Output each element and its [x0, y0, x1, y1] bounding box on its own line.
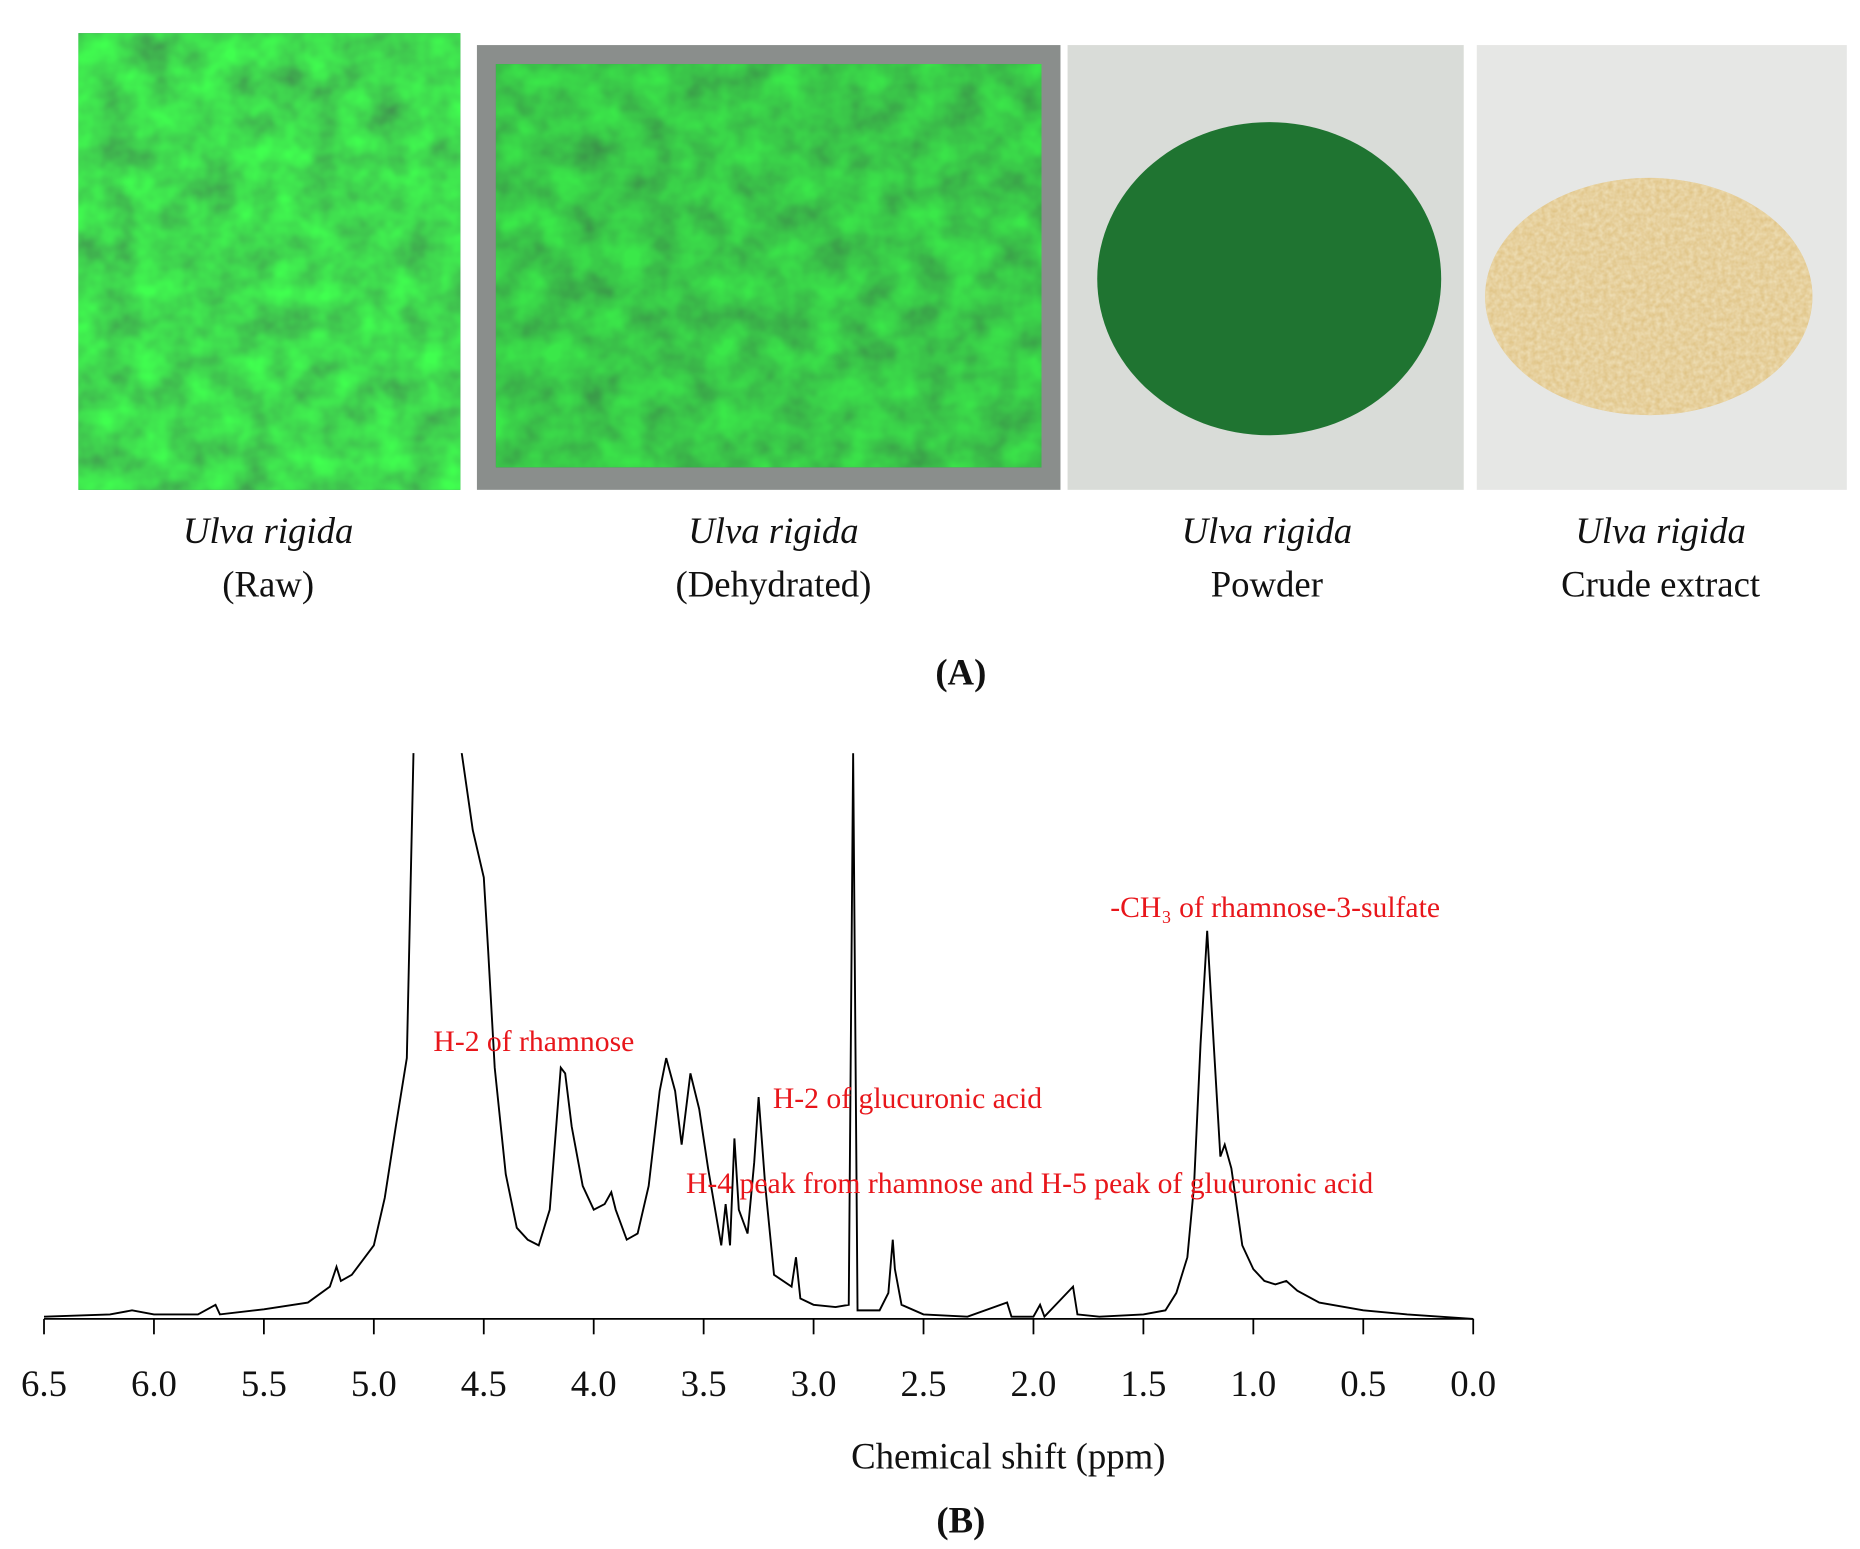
x-tick-label: 3.0: [791, 1363, 837, 1404]
x-tick-label: 0.5: [1340, 1363, 1386, 1404]
x-tick-label: 2.0: [1010, 1363, 1056, 1404]
photos: [78, 33, 1847, 490]
caption-form: (Raw): [222, 564, 314, 605]
x-tick-label: 4.5: [461, 1363, 507, 1404]
x-tick-label: 5.5: [241, 1363, 287, 1404]
photo-dehydrated-texture: [495, 64, 1042, 468]
caption-form: Crude extract: [1561, 564, 1760, 605]
x-tick-label: 1.0: [1230, 1363, 1276, 1404]
x-tick-label: 6.5: [21, 1363, 67, 1404]
photo-powder-pile: [1097, 122, 1442, 436]
annotation: H-4 peak from rhamnose and H-5 peak of g…: [686, 1168, 1373, 1200]
annotation: -CH₃ of rhamnose-3-sulfate: [1110, 892, 1440, 924]
x-tick-label: 1.5: [1120, 1363, 1166, 1404]
panel-label: (A): [935, 651, 986, 692]
caption-form: Powder: [1211, 564, 1323, 605]
plot: 6.5 6.0 5.5 5.0 4.5 4.0 3.5 3.0 2.5 2.0 1.5 1.0 0.5 0…: [21, 753, 1496, 1404]
caption-species: Ulva rigida: [688, 510, 858, 551]
caption-species: Ulva rigida: [1575, 510, 1745, 551]
x-tick-label: 0.0: [1450, 1363, 1496, 1404]
panel-label: (B): [936, 1499, 985, 1540]
captions: Ulva rigida (Raw) Ulva rigida (Dehydrated) U…: [183, 510, 1760, 604]
caption-species: Ulva rigida: [1182, 510, 1352, 551]
annotation: H-2 of rhamnose: [433, 1026, 634, 1058]
annotation: H-2 of glucuronic acid: [773, 1083, 1042, 1115]
x-tick-label: 3.5: [681, 1363, 727, 1404]
caption-form: (Dehydrated): [675, 564, 871, 605]
caption-species: Ulva rigida: [183, 510, 353, 551]
photo-raw-texture: [78, 33, 461, 490]
x-tick-label: 6.0: [131, 1363, 177, 1404]
x-axis-label: Chemical shift (ppm): [851, 1435, 1165, 1476]
spectrum-line: [43, 753, 1474, 1320]
x-tick-label: 2.5: [901, 1363, 947, 1404]
x-tick-label: 5.0: [351, 1363, 397, 1404]
photo-extract-texture: [1485, 177, 1813, 416]
x-tick-label: 4.0: [571, 1363, 617, 1404]
